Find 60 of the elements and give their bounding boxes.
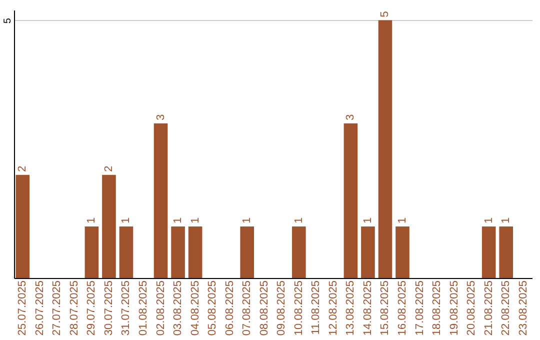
data-label: 1 — [86, 217, 98, 224]
data-label: 3 — [344, 114, 357, 120]
x-tick-label: 06.08.2025 — [224, 280, 236, 336]
x-tick-label: 20.08.2025 — [466, 280, 478, 336]
data-label: 1 — [362, 217, 374, 224]
x-tick-label: 08.08.2025 — [258, 280, 270, 336]
x-tick-label: 23.08.2025 — [517, 280, 530, 336]
data-label: 2 — [102, 166, 115, 172]
bar — [292, 226, 306, 278]
data-label: 1 — [500, 217, 512, 224]
x-tick-label: 30.07.2025 — [102, 280, 115, 336]
x-tick-label: 16.08.2025 — [396, 280, 408, 336]
data-label: 1 — [120, 217, 132, 224]
data-label: 2 — [16, 166, 29, 172]
bar — [119, 226, 134, 278]
x-tick-label: 01.08.2025 — [138, 280, 150, 336]
x-tick-label: 18.08.2025 — [431, 280, 444, 336]
x-tick-label: 14.08.2025 — [362, 280, 374, 336]
x-tick-label: 09.08.2025 — [276, 280, 288, 336]
x-tick-label: 21.08.2025 — [482, 280, 495, 336]
bar — [16, 174, 30, 278]
x-tick-label: 13.08.2025 — [344, 280, 357, 336]
x-tick-label: 17.08.2025 — [414, 280, 426, 336]
data-label: 1 — [396, 217, 408, 224]
data-label: 1 — [241, 217, 254, 224]
x-tick-label: 03.08.2025 — [172, 280, 184, 336]
x-tick-label: 12.08.2025 — [327, 280, 340, 336]
x-tick-label: 31.07.2025 — [120, 280, 132, 336]
data-label: 1 — [292, 217, 305, 224]
x-tick-label: 02.08.2025 — [154, 280, 167, 336]
bar — [482, 226, 496, 278]
bar — [361, 226, 375, 278]
data-label: 1 — [482, 217, 495, 224]
data-label: 3 — [154, 114, 167, 120]
bar — [84, 226, 99, 278]
bar — [240, 226, 254, 278]
x-tick-label: 29.07.2025 — [86, 280, 98, 336]
x-tick-label: 25.07.2025 — [16, 280, 29, 336]
bar — [154, 123, 168, 278]
x-tick-label: 11.08.2025 — [310, 280, 322, 335]
x-tick-label: 10.08.2025 — [292, 280, 305, 336]
x-tick-label: 27.07.2025 — [51, 280, 64, 336]
x-tick-label: 15.08.2025 — [379, 280, 392, 336]
data-label: 5 — [379, 11, 392, 18]
x-tick-label: 05.08.2025 — [206, 280, 219, 336]
bar — [344, 123, 358, 278]
x-tick-label: 07.08.2025 — [241, 280, 254, 336]
x-tick-label: 19.08.2025 — [448, 280, 460, 336]
bar — [378, 20, 392, 278]
data-label: 1 — [189, 217, 202, 224]
bar — [102, 174, 116, 278]
bar — [499, 226, 514, 278]
bar — [188, 226, 202, 278]
x-tick-label: 28.07.2025 — [68, 280, 80, 336]
bar — [171, 226, 185, 278]
bar — [396, 226, 410, 278]
x-tick-label: 22.08.2025 — [500, 280, 512, 336]
x-tick-label: 04.08.2025 — [189, 280, 202, 336]
x-tick-label: 26.07.2025 — [34, 280, 46, 336]
data-label: 1 — [172, 217, 184, 224]
